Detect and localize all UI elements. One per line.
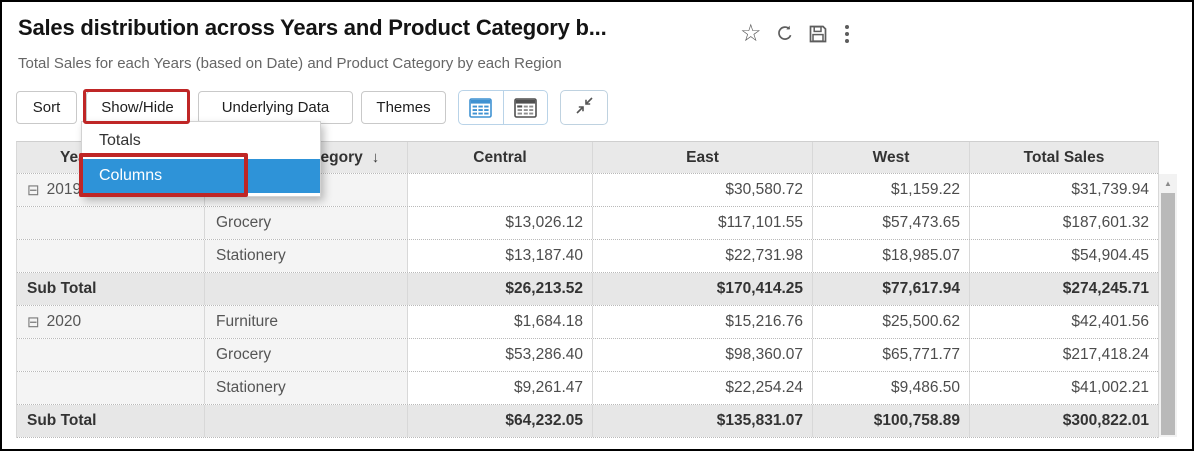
- sort-button[interactable]: Sort: [16, 91, 77, 124]
- table-cell[interactable]: $25,500.62: [813, 306, 970, 338]
- table-cell[interactable]: $117,101.55: [593, 207, 813, 239]
- subtotal-spacer-cell: [205, 273, 408, 305]
- table-cell[interactable]: $26,213.52: [408, 273, 593, 305]
- page-title: Sales distribution across Years and Prod…: [18, 15, 607, 41]
- vertical-scrollbar[interactable]: ▲: [1159, 174, 1177, 437]
- subtotal-row: Sub Total $26,213.52 $170,414.25 $77,617…: [17, 273, 1158, 306]
- table-cell[interactable]: $15,216.76: [593, 306, 813, 338]
- column-header-east[interactable]: East: [593, 142, 813, 173]
- table-cell[interactable]: $18,985.07: [813, 240, 970, 272]
- table-cell[interactable]: $54,904.45: [970, 240, 1158, 272]
- year-group-cell: [17, 240, 205, 272]
- category-cell[interactable]: Furniture: [205, 306, 408, 338]
- table-cell[interactable]: $9,261.47: [408, 372, 593, 404]
- menu-item-totals[interactable]: Totals: [82, 122, 320, 159]
- column-header-west[interactable]: West: [813, 142, 970, 173]
- table-cell[interactable]: $22,731.98: [593, 240, 813, 272]
- table-row: ⊟2020 Furniture $1,684.18 $15,216.76 $25…: [17, 306, 1158, 339]
- refresh-icon[interactable]: [775, 24, 795, 44]
- table-cell[interactable]: $42,401.56: [970, 306, 1158, 338]
- table-cell[interactable]: $41,002.21: [970, 372, 1158, 404]
- collapse-all-button[interactable]: [560, 90, 608, 125]
- table-cell[interactable]: $98,360.07: [593, 339, 813, 371]
- underlying-data-button[interactable]: Underlying Data: [198, 91, 353, 124]
- table-cell[interactable]: $100,758.89: [813, 405, 970, 437]
- table-cell[interactable]: $53,286.40: [408, 339, 593, 371]
- spreadsheet-view-icon[interactable]: [459, 91, 503, 124]
- table-cell[interactable]: $1,159.22: [813, 174, 970, 206]
- table-cell[interactable]: $22,254.24: [593, 372, 813, 404]
- category-cell[interactable]: Grocery: [205, 207, 408, 239]
- table-row: Stationery $13,187.40 $22,731.98 $18,985…: [17, 240, 1158, 273]
- table-cell[interactable]: $31,739.94: [970, 174, 1158, 206]
- table-cell[interactable]: $13,187.40: [408, 240, 593, 272]
- subtotal-spacer-cell: [205, 405, 408, 437]
- more-options-icon[interactable]: [841, 23, 853, 45]
- title-actions: ☆: [740, 22, 853, 46]
- year-group-cell: [17, 207, 205, 239]
- show-hide-button[interactable]: Show/Hide: [86, 91, 189, 124]
- scrollbar-thumb[interactable]: [1161, 193, 1175, 435]
- screenshot-frame: Sales distribution across Years and Prod…: [0, 0, 1194, 451]
- favorite-star-icon[interactable]: ☆: [740, 22, 762, 46]
- table-cell[interactable]: $65,771.77: [813, 339, 970, 371]
- table-cell[interactable]: $170,414.25: [593, 273, 813, 305]
- table-cell[interactable]: $30,580.72: [593, 174, 813, 206]
- table-cell[interactable]: $64,232.05: [408, 405, 593, 437]
- themes-button[interactable]: Themes: [361, 91, 446, 124]
- view-toggle-group: [458, 90, 548, 125]
- collapse-row-icon[interactable]: ⊟: [27, 315, 40, 330]
- sort-descending-icon: ↓: [372, 149, 380, 166]
- table-cell[interactable]: $300,822.01: [970, 405, 1158, 437]
- subtotal-label: Sub Total: [17, 273, 205, 305]
- menu-item-columns[interactable]: Columns: [82, 159, 320, 193]
- table-row: Grocery $53,286.40 $98,360.07 $65,771.77…: [17, 339, 1158, 372]
- subtotal-row: Sub Total $64,232.05 $135,831.07 $100,75…: [17, 405, 1158, 438]
- column-header-total-sales[interactable]: Total Sales: [970, 142, 1158, 173]
- table-cell[interactable]: $217,418.24: [970, 339, 1158, 371]
- year-group-cell[interactable]: ⊟2020: [17, 306, 205, 338]
- category-cell[interactable]: Stationery: [205, 240, 408, 272]
- table-cell[interactable]: $1,684.18: [408, 306, 593, 338]
- category-cell[interactable]: Stationery: [205, 372, 408, 404]
- column-header-central[interactable]: Central: [408, 142, 593, 173]
- table-cell[interactable]: $274,245.71: [970, 273, 1158, 305]
- year-group-cell: [17, 372, 205, 404]
- pivot-view-icon[interactable]: [503, 91, 548, 124]
- table-row: Grocery $13,026.12 $117,101.55 $57,473.6…: [17, 207, 1158, 240]
- collapse-arrows-icon: [575, 96, 594, 120]
- table-cell[interactable]: $9,486.50: [813, 372, 970, 404]
- show-hide-dropdown: Totals Columns: [81, 121, 321, 197]
- category-cell[interactable]: Grocery: [205, 339, 408, 371]
- table-cell[interactable]: $57,473.65: [813, 207, 970, 239]
- collapse-row-icon[interactable]: ⊟: [27, 183, 40, 198]
- year-group-cell: [17, 339, 205, 371]
- table-cell[interactable]: $77,617.94: [813, 273, 970, 305]
- table-cell[interactable]: [408, 174, 593, 206]
- table-row: Stationery $9,261.47 $22,254.24 $9,486.5…: [17, 372, 1158, 405]
- table-cell[interactable]: $187,601.32: [970, 207, 1158, 239]
- table-cell[interactable]: $13,026.12: [408, 207, 593, 239]
- subtotal-label: Sub Total: [17, 405, 205, 437]
- page-subtitle: Total Sales for each Years (based on Dat…: [18, 55, 562, 72]
- table-cell[interactable]: $135,831.07: [593, 405, 813, 437]
- scroll-up-arrow-icon[interactable]: ▲: [1159, 174, 1177, 192]
- save-icon[interactable]: [808, 24, 828, 44]
